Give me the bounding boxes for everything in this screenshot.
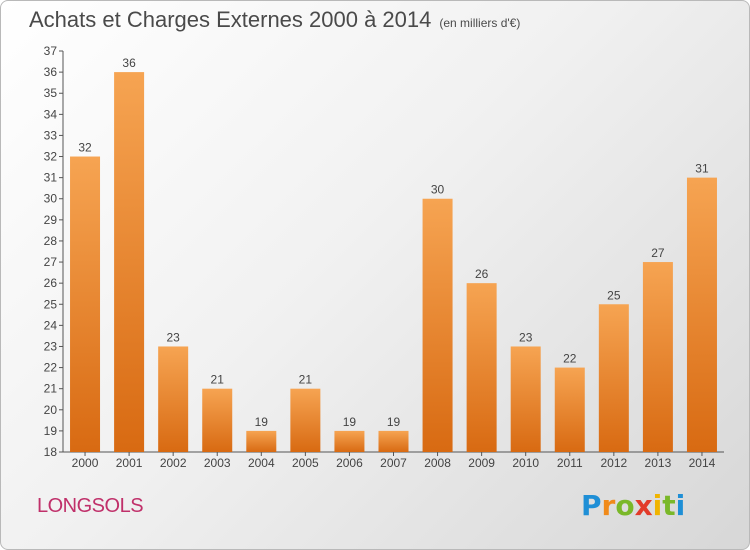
bar xyxy=(510,346,541,452)
city-name: LONGSOLS xyxy=(37,495,144,517)
chart-subtitle: (en milliers d'€) xyxy=(439,16,521,30)
y-tick-label: 33 xyxy=(44,128,58,142)
bar xyxy=(334,430,365,452)
y-tick-label: 29 xyxy=(44,213,58,227)
logo-letter: i xyxy=(652,489,663,522)
bar xyxy=(554,367,585,452)
y-tick-label: 23 xyxy=(44,339,58,353)
value-label: 23 xyxy=(519,330,533,344)
logo-letter: P xyxy=(581,489,602,522)
y-tick-label: 19 xyxy=(44,424,58,438)
y-tick-label: 18 xyxy=(44,445,58,459)
logo-letter: i xyxy=(675,489,686,522)
y-tick-label: 31 xyxy=(44,171,58,185)
bar xyxy=(70,156,101,453)
y-tick-label: 37 xyxy=(44,44,58,58)
bars xyxy=(70,72,717,453)
value-label: 36 xyxy=(122,56,136,70)
y-tick-label: 36 xyxy=(44,65,58,79)
logo-letter: o xyxy=(615,489,635,522)
x-tick-label: 2000 xyxy=(72,456,99,470)
y-tick-label: 26 xyxy=(44,276,58,290)
chart-title-text: Achats et Charges Externes 2000 à 2014 xyxy=(29,7,432,32)
x-tick-label: 2013 xyxy=(645,456,672,470)
x-tick-label: 2012 xyxy=(600,456,627,470)
y-tick-label: 24 xyxy=(44,318,58,332)
bar xyxy=(686,177,717,452)
x-tick-label: 2002 xyxy=(160,456,187,470)
value-label: 27 xyxy=(651,246,665,260)
y-tick-label: 21 xyxy=(44,382,58,396)
axes: 18 19 20 21 22 23 24 25 26 27 28 29 30 31 32 33 34 35 36 37… xyxy=(44,44,724,470)
bar xyxy=(642,262,673,452)
y-tick-label: 28 xyxy=(44,234,58,248)
y-tick-label: 25 xyxy=(44,297,58,311)
value-label: 26 xyxy=(475,267,489,281)
value-labels: 32 36 23 21 19 21 19 19 30 26 23 22 25 27 31 xyxy=(78,56,709,429)
value-label: 31 xyxy=(695,162,709,176)
bar xyxy=(158,346,189,452)
x-tick-label: 2009 xyxy=(468,456,495,470)
logo-letter: x xyxy=(634,489,653,522)
bar xyxy=(422,198,453,452)
y-tick-label: 32 xyxy=(44,150,58,164)
chart-title: Achats et Charges Externes 2000 à 2014 (e… xyxy=(29,7,520,33)
x-tick-label: 2007 xyxy=(380,456,407,470)
y-tick-label: 20 xyxy=(44,403,58,417)
x-tick-label: 2010 xyxy=(512,456,539,470)
value-label: 19 xyxy=(255,415,269,429)
x-tick-label: 2006 xyxy=(336,456,363,470)
bar xyxy=(598,304,629,452)
x-tick-label: 2008 xyxy=(424,456,451,470)
x-tick-label: 2011 xyxy=(557,456,583,470)
bar xyxy=(466,283,497,452)
y-tick-label: 34 xyxy=(44,107,58,121)
y-tick-label: 35 xyxy=(44,86,58,100)
value-label: 21 xyxy=(299,373,313,387)
y-tick-label: 27 xyxy=(44,255,58,269)
bar xyxy=(378,430,409,452)
x-tick-label: 2001 xyxy=(116,456,143,470)
logo-letter: r xyxy=(601,489,616,522)
value-label: 19 xyxy=(387,415,401,429)
value-label: 30 xyxy=(431,183,445,197)
bar xyxy=(290,388,321,452)
bar xyxy=(114,72,145,453)
bar xyxy=(202,388,233,452)
value-label: 23 xyxy=(166,330,180,344)
logo-letter: t xyxy=(662,489,676,522)
value-label: 22 xyxy=(563,352,577,366)
value-label: 25 xyxy=(607,288,621,302)
x-tick-label: 2004 xyxy=(248,456,275,470)
x-tick-label: 2005 xyxy=(292,456,319,470)
value-label: 19 xyxy=(343,415,357,429)
x-tick-label: 2014 xyxy=(689,456,716,470)
y-tick-label: 30 xyxy=(44,192,58,206)
proxiti-logo[interactable]: Proxiti xyxy=(581,489,685,522)
x-tick-label: 2003 xyxy=(204,456,231,470)
y-tick-label: 22 xyxy=(44,361,58,375)
value-label: 21 xyxy=(211,373,225,387)
bar xyxy=(246,430,277,452)
value-label: 32 xyxy=(78,141,92,155)
